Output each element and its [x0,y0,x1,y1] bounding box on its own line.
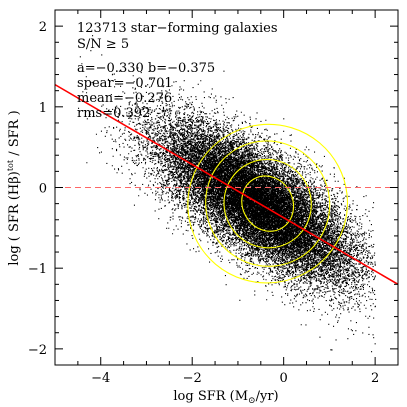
annotation-line: spear=−0.701 [77,76,173,91]
annotation-line: S/N ≥ 5 [77,37,129,52]
axis-ticks: −4 −2 0 2 −2 −1 0 1 2 [28,10,399,386]
y-tick-label: 2 [39,20,47,35]
scatter-points [77,35,377,353]
galaxy-points [77,35,377,353]
x-tick-label: 0 [280,371,288,386]
y-tick-label: −2 [28,343,47,358]
contour-level-1 [241,175,295,232]
annotation-line: 123713 star−forming galaxies [77,21,278,36]
annotation-line: a=−0.330 b=−0.375 [77,61,215,76]
y-tick-label: 0 [39,182,47,197]
y-axis-title: log ( SFR (Hβ)tot / SFR ) [6,110,22,265]
contour-level-2 [223,158,312,249]
contour-level-4 [187,123,349,284]
density-contours [187,123,349,284]
x-tick-label: −2 [183,371,202,386]
y-tick-label: 1 [39,101,47,116]
fit-line [55,83,398,286]
x-tick-label: −4 [91,371,110,386]
x-tick-label: 2 [371,371,379,386]
y-tick-label: −1 [28,262,47,277]
annotation-line: rms=0.392 [77,106,150,121]
x-axis-title: log SFR (M⊙/yr) [173,389,278,406]
contour-level-3 [205,140,331,267]
annotation-line: mean=−0.276 [77,91,172,106]
